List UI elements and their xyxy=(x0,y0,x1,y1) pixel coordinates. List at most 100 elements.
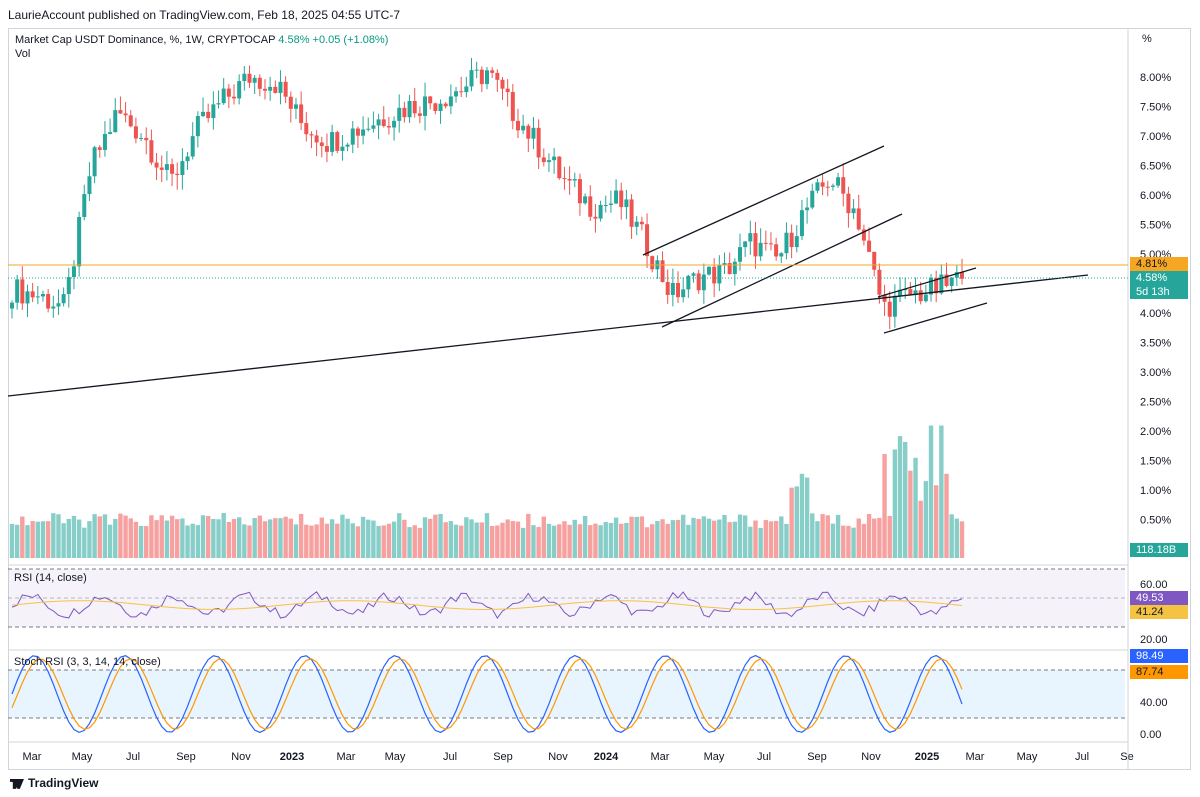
candle-body xyxy=(314,135,319,143)
volume-bar xyxy=(903,441,908,558)
x-tick-label: Jul xyxy=(757,751,771,763)
candle-body xyxy=(660,260,665,282)
volume-bar xyxy=(939,425,944,558)
candle-body xyxy=(949,277,954,286)
volume-bar xyxy=(417,527,423,558)
candle-body xyxy=(583,196,588,204)
long-trendline xyxy=(7,274,1089,397)
y-tick-label: 1.50% xyxy=(1140,456,1171,468)
volume-bar xyxy=(293,524,299,558)
candle-body xyxy=(722,263,727,265)
candle-body xyxy=(257,77,262,89)
volume-bar xyxy=(737,514,743,558)
volume-bar xyxy=(144,526,149,558)
volume-bar xyxy=(190,523,195,558)
volume-bar xyxy=(185,525,190,558)
candle-body xyxy=(113,110,118,133)
candle-body xyxy=(479,69,484,85)
volume-bar xyxy=(923,481,929,558)
volume-bar xyxy=(464,517,469,558)
rsi-line xyxy=(11,591,963,620)
volume-bar xyxy=(443,522,448,558)
percent-scale-button[interactable]: % xyxy=(1142,33,1152,45)
candle-body xyxy=(216,103,221,105)
candle-body xyxy=(82,194,87,217)
volume-bar xyxy=(794,486,799,558)
candle-body xyxy=(381,119,386,126)
volume-bar xyxy=(779,516,784,558)
candle-body xyxy=(861,229,866,241)
volume-bar xyxy=(520,527,526,558)
y-tick-label: 5.50% xyxy=(1140,220,1171,232)
candle-body xyxy=(903,289,908,291)
volume-bar xyxy=(288,518,294,558)
candle-body xyxy=(877,269,882,295)
legend-symbol: Market Cap USDT Dominance, %, 1W, CRYPTO… xyxy=(15,34,276,46)
candle-body xyxy=(732,261,737,274)
volume-bar xyxy=(164,520,170,558)
level-price-tag: 4.81% xyxy=(1136,258,1167,270)
candle-body xyxy=(66,277,71,295)
candle-body xyxy=(190,136,195,157)
volume-bar xyxy=(489,525,495,558)
candle-body xyxy=(283,81,288,97)
stoch-d-line xyxy=(11,658,963,730)
volume-bar xyxy=(340,514,345,558)
volume-bar xyxy=(593,523,598,558)
candle-body xyxy=(423,96,428,116)
x-tick-label: Mar xyxy=(651,751,670,763)
candle-body xyxy=(10,302,14,309)
volume-bar xyxy=(438,513,443,558)
candle-body xyxy=(856,208,861,230)
volume-bar xyxy=(40,521,46,558)
volume-bar xyxy=(629,516,634,558)
candle-body xyxy=(707,266,712,275)
volume-bar xyxy=(433,514,438,558)
volume-bar xyxy=(572,519,577,558)
tradingview-logo[interactable]: TradingView xyxy=(10,776,98,790)
volume-bar xyxy=(453,524,459,558)
volume-bar xyxy=(159,515,164,558)
volume-bar xyxy=(200,515,206,558)
candle-body xyxy=(309,134,314,136)
volume-bar xyxy=(830,523,836,558)
volume-bar xyxy=(226,522,232,558)
candle-body xyxy=(149,140,154,163)
volume-bar xyxy=(603,522,608,558)
candle-body xyxy=(299,104,304,124)
candle-body xyxy=(737,247,742,262)
volume-bar xyxy=(51,513,56,558)
candle-body xyxy=(779,253,784,257)
volume-bar xyxy=(309,525,314,558)
volume-bar xyxy=(20,516,25,558)
tradingview-icon xyxy=(10,778,24,789)
x-tick-label: Mar xyxy=(23,751,42,763)
candle-body xyxy=(634,221,639,227)
rsi-value-tag: 49.53 xyxy=(1136,592,1164,604)
candle-body xyxy=(546,160,551,163)
volume-bar xyxy=(458,525,464,558)
candle-body xyxy=(639,221,644,225)
volume-bar xyxy=(350,523,355,558)
x-tick-label: May xyxy=(1017,751,1038,763)
volume-bar xyxy=(789,487,794,558)
candle-body xyxy=(30,291,35,298)
volume-bar xyxy=(815,521,820,558)
rsi-ma-line xyxy=(11,600,963,611)
volume-bar xyxy=(35,521,41,558)
volume-bar xyxy=(546,523,552,558)
volume-bar xyxy=(30,521,35,558)
stoch-tick-label: 40.00 xyxy=(1140,697,1168,709)
candle-body xyxy=(35,296,40,298)
x-tick-label: Jul xyxy=(126,751,140,763)
candle-body xyxy=(180,161,185,176)
candle-body xyxy=(56,303,61,307)
volume-bar xyxy=(87,521,92,558)
volume-bar xyxy=(526,513,531,558)
publisher-bar: LaurieAccount published on TradingView.c… xyxy=(0,0,1200,28)
x-tick-label: Se xyxy=(1120,751,1133,763)
y-tick-label: 2.50% xyxy=(1140,397,1171,409)
volume-bar xyxy=(918,500,923,558)
candle-body xyxy=(603,204,608,206)
